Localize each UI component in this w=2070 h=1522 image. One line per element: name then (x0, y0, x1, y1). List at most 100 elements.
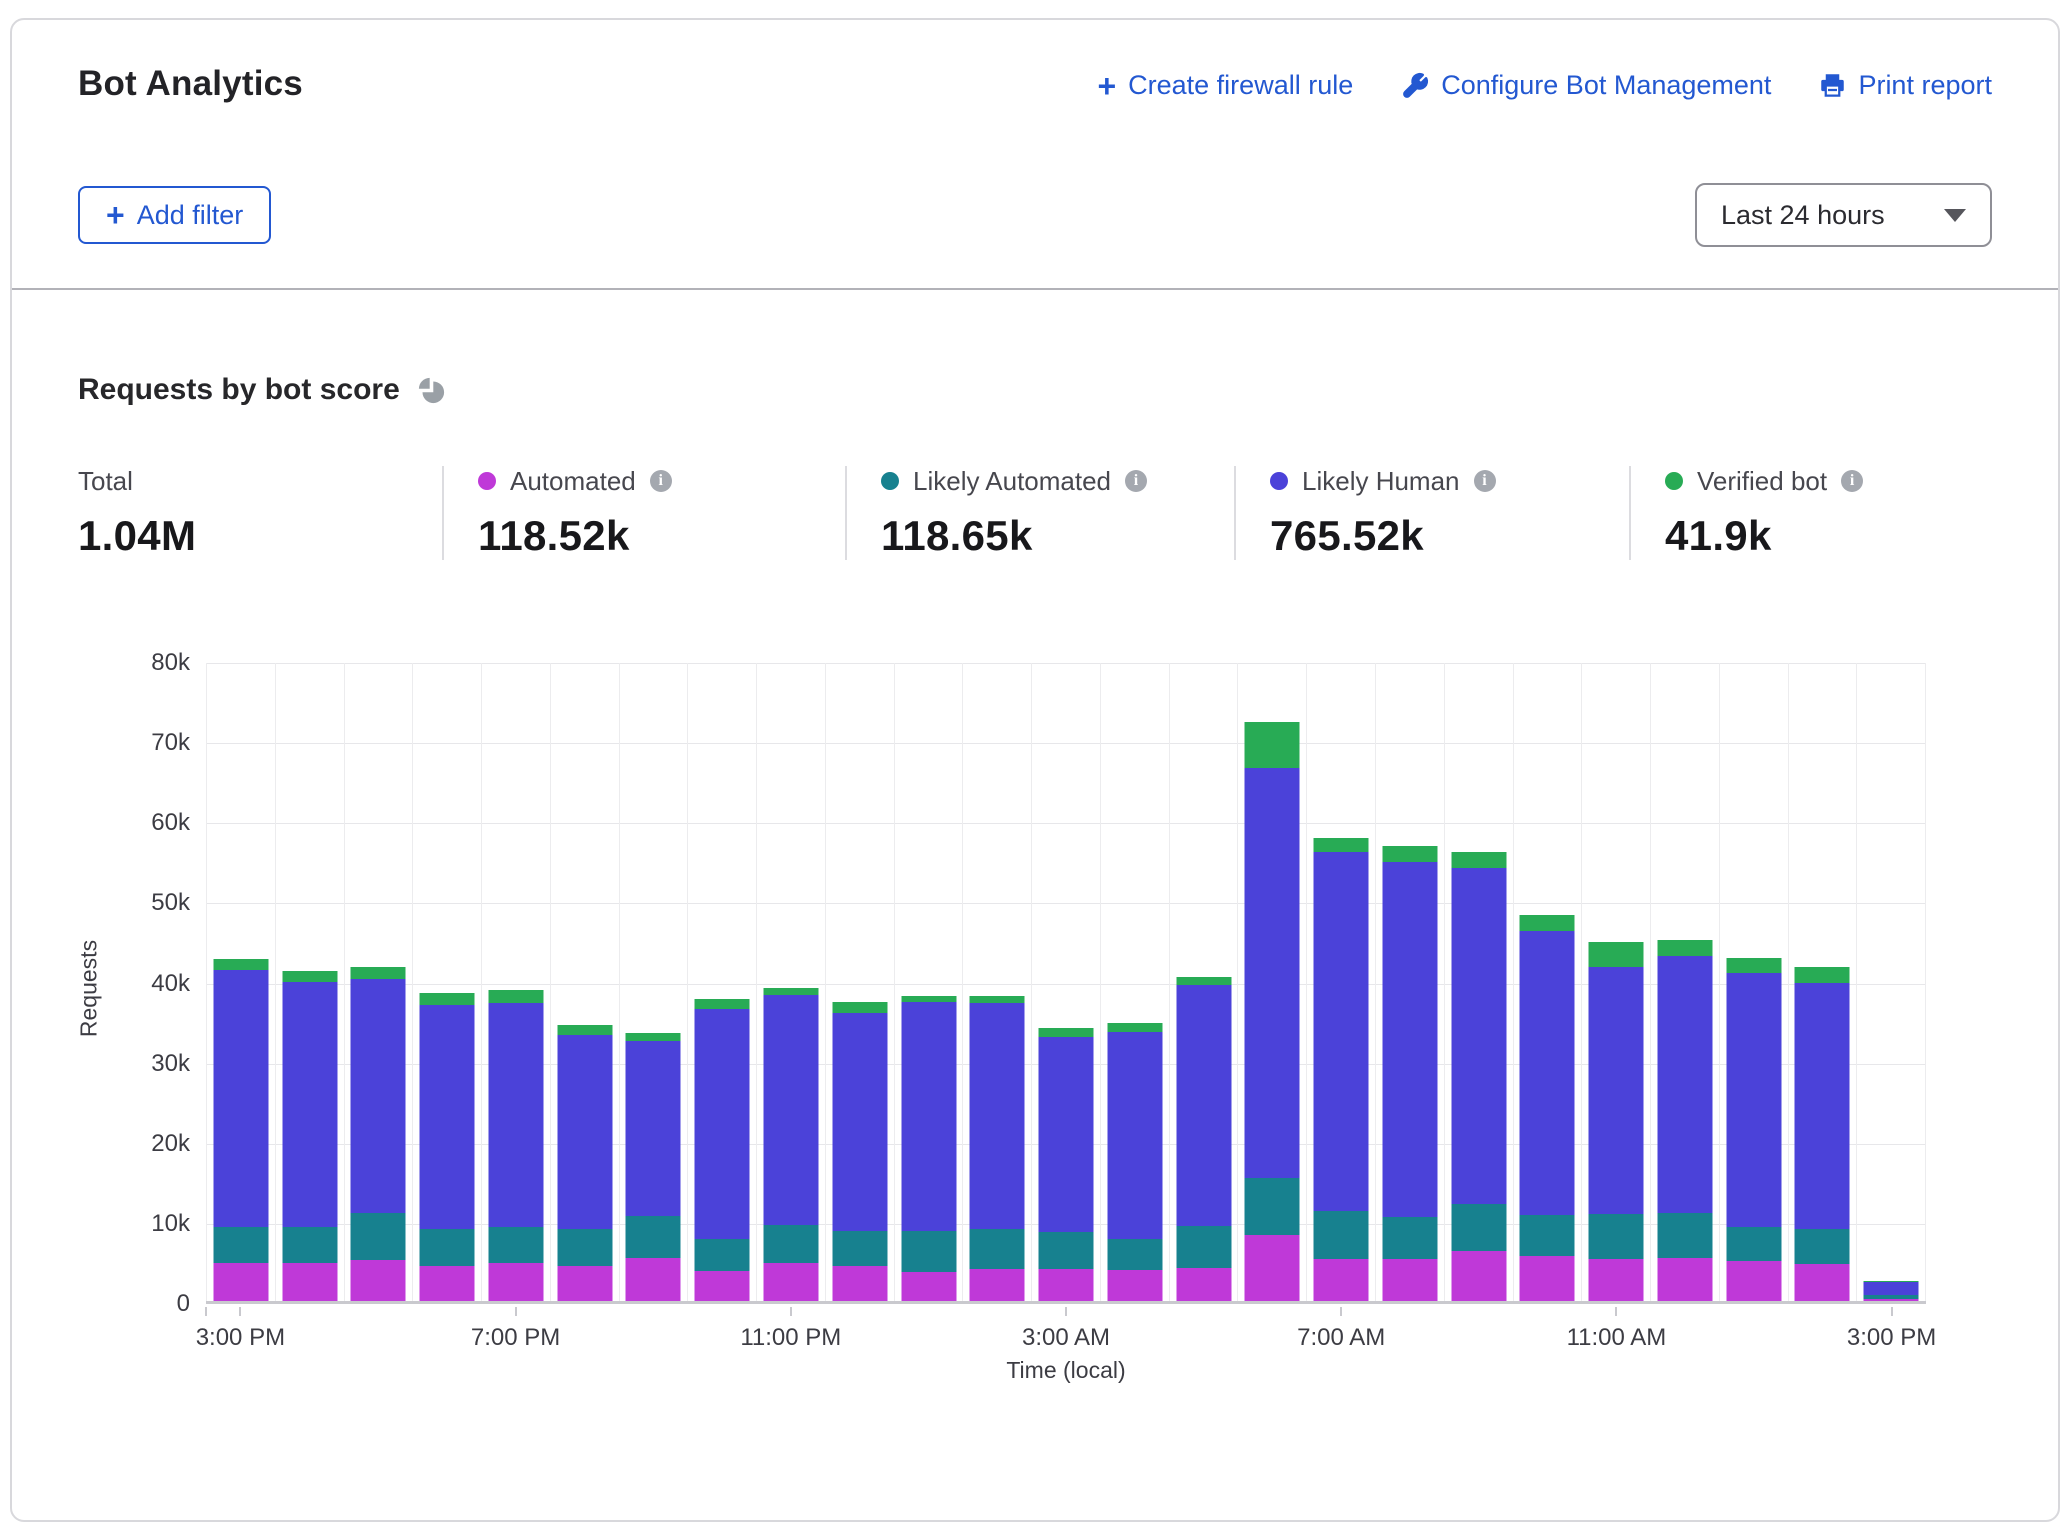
bar-segment-likely-human[interactable] (901, 1002, 956, 1230)
bar-segment-likely-automated[interactable] (1382, 1217, 1437, 1259)
bar-segment-automated[interactable] (1451, 1251, 1506, 1301)
bar-segment-likely-automated[interactable] (1245, 1178, 1300, 1235)
bar-segment-automated[interactable] (1176, 1268, 1231, 1301)
stacked-bar[interactable] (764, 988, 819, 1301)
stacked-bar[interactable] (695, 999, 750, 1301)
bar-segment-likely-automated[interactable] (351, 1213, 406, 1260)
stacked-bar[interactable] (970, 996, 1025, 1301)
bar-segment-likely-human[interactable] (626, 1041, 681, 1216)
stacked-bar[interactable] (1176, 977, 1231, 1301)
bar-segment-verified-bot[interactable] (1314, 838, 1369, 852)
bar-segment-likely-automated[interactable] (1107, 1239, 1162, 1269)
bar-segment-likely-human[interactable] (1382, 862, 1437, 1217)
bar-segment-likely-human[interactable] (1314, 852, 1369, 1211)
bar-segment-likely-automated[interactable] (695, 1239, 750, 1272)
stacked-bar[interactable] (1245, 722, 1300, 1301)
bar-segment-likely-automated[interactable] (1176, 1226, 1231, 1268)
bar-segment-likely-automated[interactable] (488, 1227, 543, 1264)
stacked-bar[interactable] (832, 1002, 887, 1301)
bar-segment-automated[interactable] (1107, 1270, 1162, 1301)
bar-segment-likely-automated[interactable] (420, 1229, 475, 1266)
bar-segment-automated[interactable] (1795, 1264, 1850, 1301)
bar-segment-likely-human[interactable] (351, 979, 406, 1213)
bar-segment-likely-automated[interactable] (1039, 1232, 1094, 1269)
bar-segment-automated[interactable] (488, 1263, 543, 1301)
bar-segment-verified-bot[interactable] (557, 1025, 612, 1035)
bar-segment-likely-automated[interactable] (626, 1216, 681, 1258)
bar-segment-automated[interactable] (1382, 1259, 1437, 1301)
bar-segment-likely-automated[interactable] (1657, 1213, 1712, 1258)
bar-segment-likely-automated[interactable] (1520, 1215, 1575, 1256)
bar-segment-verified-bot[interactable] (1107, 1023, 1162, 1032)
stacked-bar[interactable] (1795, 967, 1850, 1301)
stacked-bar[interactable] (1520, 915, 1575, 1301)
bar-segment-verified-bot[interactable] (1451, 852, 1506, 868)
bar-segment-likely-human[interactable] (1176, 985, 1231, 1225)
bar-segment-verified-bot[interactable] (764, 988, 819, 995)
stacked-bar[interactable] (1314, 838, 1369, 1301)
stacked-bar[interactable] (557, 1025, 612, 1301)
stacked-bar[interactable] (901, 996, 956, 1301)
bar-segment-likely-human[interactable] (1589, 967, 1644, 1215)
bar-segment-verified-bot[interactable] (1726, 958, 1781, 972)
bar-segment-likely-human[interactable] (764, 995, 819, 1225)
stacked-bar[interactable] (1039, 1028, 1094, 1301)
bar-segment-automated[interactable] (626, 1258, 681, 1301)
bar-segment-likely-human[interactable] (488, 1003, 543, 1227)
bar-segment-automated[interactable] (1039, 1269, 1094, 1301)
bar-segment-automated[interactable] (557, 1266, 612, 1301)
bar-segment-automated[interactable] (213, 1263, 268, 1301)
stacked-bar[interactable] (1657, 940, 1712, 1301)
bar-segment-likely-human[interactable] (1864, 1282, 1919, 1296)
bar-segment-verified-bot[interactable] (695, 999, 750, 1009)
bar-segment-likely-human[interactable] (832, 1013, 887, 1230)
bar-segment-automated[interactable] (1520, 1256, 1575, 1301)
bar-segment-automated[interactable] (1657, 1258, 1712, 1301)
bar-segment-automated[interactable] (1726, 1261, 1781, 1301)
bar-segment-automated[interactable] (764, 1263, 819, 1301)
bar-segment-likely-human[interactable] (1520, 931, 1575, 1215)
bar-segment-automated[interactable] (1314, 1259, 1369, 1301)
bar-segment-likely-automated[interactable] (213, 1227, 268, 1264)
bar-segment-likely-automated[interactable] (1726, 1227, 1781, 1261)
bar-segment-verified-bot[interactable] (1245, 722, 1300, 768)
bar-segment-likely-automated[interactable] (832, 1231, 887, 1266)
bar-segment-likely-human[interactable] (1107, 1032, 1162, 1240)
bar-segment-automated[interactable] (970, 1269, 1025, 1301)
bar-segment-likely-human[interactable] (1657, 956, 1712, 1212)
bar-segment-likely-human[interactable] (1451, 868, 1506, 1205)
info-icon[interactable]: i (650, 470, 672, 492)
stacked-bar[interactable] (1726, 958, 1781, 1301)
bar-segment-likely-automated[interactable] (1451, 1204, 1506, 1251)
stacked-bar[interactable] (1107, 1023, 1162, 1301)
bar-segment-likely-automated[interactable] (1589, 1214, 1644, 1258)
bar-segment-likely-human[interactable] (213, 970, 268, 1226)
bar-segment-automated[interactable] (901, 1272, 956, 1301)
stacked-bar[interactable] (282, 971, 337, 1301)
bar-segment-verified-bot[interactable] (1520, 915, 1575, 931)
bar-segment-likely-automated[interactable] (1314, 1211, 1369, 1258)
bar-segment-likely-human[interactable] (970, 1003, 1025, 1229)
stacked-bar[interactable] (1589, 942, 1644, 1301)
bar-segment-verified-bot[interactable] (1795, 967, 1850, 983)
bar-segment-verified-bot[interactable] (351, 967, 406, 979)
bar-segment-verified-bot[interactable] (1589, 942, 1644, 967)
stacked-bar[interactable] (1451, 852, 1506, 1301)
bar-segment-likely-automated[interactable] (557, 1229, 612, 1266)
create-firewall-rule-link[interactable]: + Create firewall rule (1097, 70, 1353, 101)
bar-segment-verified-bot[interactable] (282, 971, 337, 982)
stacked-bar[interactable] (420, 993, 475, 1301)
bar-segment-likely-human[interactable] (282, 982, 337, 1226)
time-range-select[interactable]: Last 24 hours (1695, 183, 1992, 247)
bar-segment-likely-human[interactable] (420, 1005, 475, 1229)
bar-segment-automated[interactable] (695, 1271, 750, 1301)
bar-segment-likely-automated[interactable] (1795, 1229, 1850, 1264)
info-icon[interactable]: i (1474, 470, 1496, 492)
configure-bot-management-link[interactable]: Configure Bot Management (1401, 70, 1771, 101)
stacked-bar[interactable] (351, 967, 406, 1301)
bar-segment-verified-bot[interactable] (1039, 1028, 1094, 1038)
stacked-bar[interactable] (213, 959, 268, 1301)
bar-segment-likely-human[interactable] (1726, 973, 1781, 1228)
bar-segment-likely-human[interactable] (695, 1009, 750, 1239)
bar-segment-verified-bot[interactable] (1657, 940, 1712, 956)
